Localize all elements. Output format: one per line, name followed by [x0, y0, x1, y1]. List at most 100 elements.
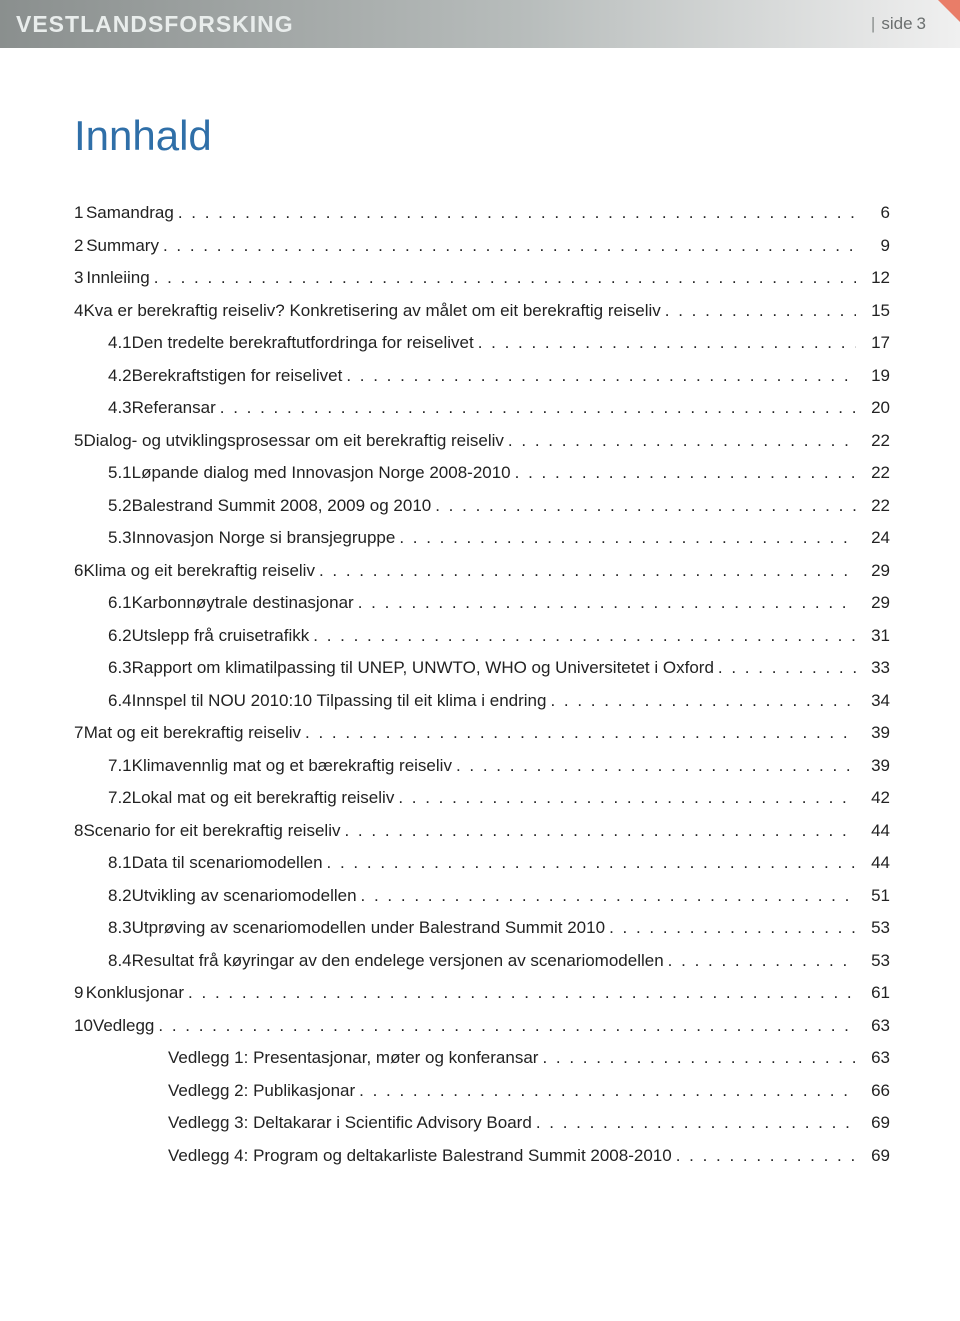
page-label-prefix: side: [881, 14, 912, 34]
toc-dot-leader: [361, 887, 856, 904]
toc-row: Vedlegg 4: Program og deltakarliste Bale…: [74, 1147, 890, 1164]
toc-page-number: 34: [860, 692, 890, 709]
toc-label: Resultat frå køyringar av den endelege v…: [132, 952, 664, 969]
toc-label: Løpande dialog med Innovasjon Norge 2008…: [132, 464, 511, 481]
toc-number: 4.1: [108, 334, 132, 351]
toc-number: 8: [74, 822, 83, 839]
toc-dot-leader: [508, 432, 856, 449]
toc-number: 6: [74, 562, 83, 579]
table-of-contents: 1Samandrag 6 2Summary 9 3Innleiing12 4Kva er …: [74, 204, 890, 1164]
toc-row: 4Kva er berekraftig reiseliv? Konkretise…: [74, 302, 890, 319]
toc-page-number: 53: [860, 952, 890, 969]
toc-number: 1: [74, 204, 86, 221]
header-bar: VESTLANDSFORSKING | side 3: [0, 0, 960, 48]
page-number: 3: [917, 14, 926, 34]
toc-page-number: 31: [860, 627, 890, 644]
toc-number: 4: [74, 302, 83, 319]
toc-row: Vedlegg 2: Publikasjonar 66: [74, 1082, 890, 1099]
toc-label: Innleiing: [86, 269, 149, 286]
toc-label: Utslepp frå cruisetrafikk: [132, 627, 310, 644]
toc-label: Innovasjon Norge si bransjegruppe: [132, 529, 396, 546]
toc-row: 6.2Utslepp frå cruisetrafikk31: [74, 627, 890, 644]
toc-row: 5.3Innovasjon Norge si bransjegruppe 24: [74, 529, 890, 546]
toc-number: 2: [74, 237, 86, 254]
toc-label: Vedlegg 1: Presentasjonar, møter og konf…: [168, 1049, 538, 1066]
toc-row: 6Klima og eit berekraftig reiseliv29: [74, 562, 890, 579]
toc-row: 4.3Referansar20: [74, 399, 890, 416]
toc-row: 9Konklusjonar 61: [74, 984, 890, 1001]
toc-row: 5.2Balestrand Summit 2008, 2009 og 20102…: [74, 497, 890, 514]
toc-number: 7.2: [108, 789, 132, 806]
toc-page-number: 22: [860, 432, 890, 449]
toc-dot-leader: [154, 269, 856, 286]
toc-dot-leader: [327, 854, 856, 871]
toc-label: Lokal mat og eit berekraftig reiseliv: [132, 789, 395, 806]
toc-label: Referansar: [132, 399, 216, 416]
toc-dot-leader: [220, 399, 856, 416]
toc-row: 4.2Berekraftstigen for reiselivet19: [74, 367, 890, 384]
toc-row: 7.1Klimavennlig mat og et bærekraftig re…: [74, 757, 890, 774]
toc-label: Den tredelte berekraftutfordringa for re…: [132, 334, 474, 351]
toc-dot-leader: [435, 497, 856, 514]
toc-page-number: 61: [860, 984, 890, 1001]
toc-page-number: 42: [860, 789, 890, 806]
toc-page-number: 69: [860, 1114, 890, 1131]
toc-page-number: 15: [860, 302, 890, 319]
toc-number: 4.2: [108, 367, 132, 384]
toc-row: 6.1Karbonnøytrale destinasjonar29: [74, 594, 890, 611]
toc-page-number: 17: [860, 334, 890, 351]
toc-row: 4.1Den tredelte berekraftutfordringa for…: [74, 334, 890, 351]
toc-label: Konklusjonar: [86, 984, 184, 1001]
toc-number: 8.1: [108, 854, 132, 871]
toc-dot-leader: [398, 789, 856, 806]
toc-dot-leader: [158, 1017, 856, 1034]
page: VESTLANDSFORSKING | side 3 Innhald 1Sama…: [0, 0, 960, 1321]
toc-row: 8.4Resultat frå køyringar av den endeleg…: [74, 952, 890, 969]
toc-page-number: 63: [860, 1017, 890, 1034]
toc-dot-leader: [478, 334, 856, 351]
toc-page-number: 44: [860, 854, 890, 871]
toc-label: Utprøving av scenariomodellen under Bale…: [132, 919, 605, 936]
toc-dot-leader: [665, 302, 856, 319]
toc-label: Vedlegg 2: Publikasjonar: [168, 1082, 355, 1099]
toc-dot-leader: [346, 367, 856, 384]
toc-row: 8.1Data til scenariomodellen44: [74, 854, 890, 871]
toc-label: Kva er berekraftig reiseliv? Konkretiser…: [83, 302, 660, 319]
toc-dot-leader: [305, 724, 856, 741]
toc-page-number: 9: [860, 237, 890, 254]
toc-dot-leader: [344, 822, 856, 839]
toc-number: 7.1: [108, 757, 132, 774]
page-number-label: | side 3: [871, 14, 960, 34]
toc-row: 7.2Lokal mat og eit berekraftig reiseliv…: [74, 789, 890, 806]
toc-number: 6.4: [108, 692, 132, 709]
toc-page-number: 24: [860, 529, 890, 546]
toc-label: Scenario for eit berekraftig reiseliv: [83, 822, 340, 839]
toc-label: Rapport om klimatilpassing til UNEP, UNW…: [132, 659, 714, 676]
toc-page-number: 66: [860, 1082, 890, 1099]
toc-number: 5.3: [108, 529, 132, 546]
toc-label: Innspel til NOU 2010:10 Tilpassing til e…: [132, 692, 547, 709]
toc-number: 5.1: [108, 464, 132, 481]
toc-page-number: 63: [860, 1049, 890, 1066]
toc-page-number: 29: [860, 594, 890, 611]
toc-dot-leader: [536, 1114, 856, 1131]
page-separator: |: [871, 14, 875, 34]
toc-page-number: 6: [860, 204, 890, 221]
toc-dot-leader: [676, 1147, 856, 1164]
toc-number: 9: [74, 984, 86, 1001]
toc-number: 8.2: [108, 887, 132, 904]
toc-label: Mat og eit berekraftig reiseliv: [84, 724, 301, 741]
toc-dot-leader: [542, 1049, 856, 1066]
toc-row: Vedlegg 1: Presentasjonar, møter og konf…: [74, 1049, 890, 1066]
toc-page-number: 33: [860, 659, 890, 676]
toc-dot-leader: [515, 464, 856, 481]
toc-row: 10Vedlegg63: [74, 1017, 890, 1034]
toc-dot-leader: [188, 984, 856, 1001]
toc-row: 8.3Utprøving av scenariomodellen under B…: [74, 919, 890, 936]
toc-label: Summary: [86, 237, 159, 254]
toc-label: Berekraftstigen for reiselivet: [132, 367, 343, 384]
toc-row: 3Innleiing12: [74, 269, 890, 286]
toc-label: Vedlegg: [93, 1017, 154, 1034]
toc-label: Vedlegg 3: Deltakarar i Scientific Advis…: [168, 1114, 532, 1131]
toc-label: Samandrag: [86, 204, 174, 221]
